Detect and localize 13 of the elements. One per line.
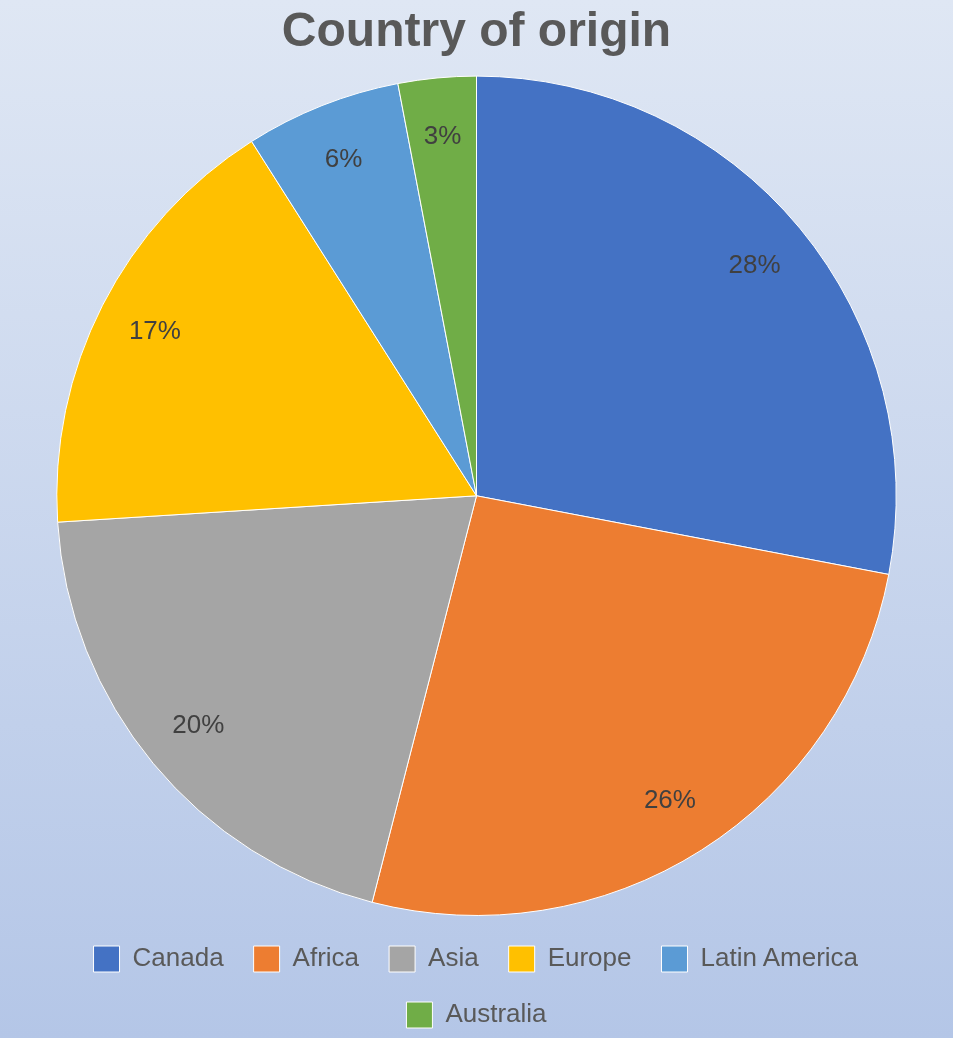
data-label: 3% [423, 119, 462, 150]
legend-label: Asia [428, 942, 480, 973]
legend-label: Africa [292, 942, 360, 973]
legend-label: Europe [547, 942, 632, 973]
data-label: 28% [728, 248, 781, 279]
data-label: 6% [324, 143, 363, 174]
data-label: 17% [128, 315, 181, 346]
legend-label: Latin America [700, 942, 859, 973]
legend-label: Australia [445, 998, 548, 1029]
legend-label: Canada [132, 942, 225, 973]
chart-title: Country of origin [281, 3, 672, 57]
data-label: 20% [172, 709, 225, 740]
data-label: 26% [643, 783, 696, 814]
